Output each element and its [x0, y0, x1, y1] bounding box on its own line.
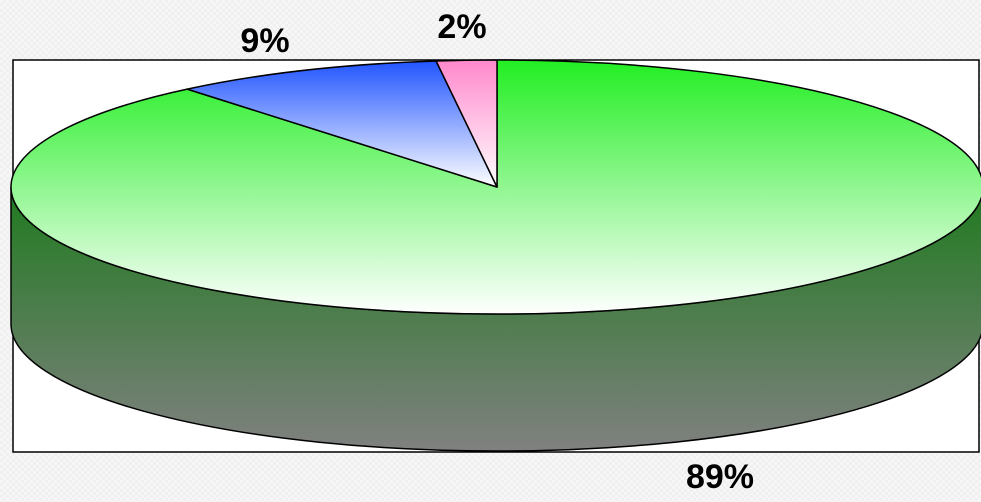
slice-label: 2%: [437, 8, 486, 46]
pie-slice: [186, 60, 498, 188]
pie-slice: [435, 59, 498, 188]
slice-label: 9%: [240, 22, 289, 60]
slice-label: 89%: [686, 458, 754, 496]
pie-top: [10, 59, 981, 315]
